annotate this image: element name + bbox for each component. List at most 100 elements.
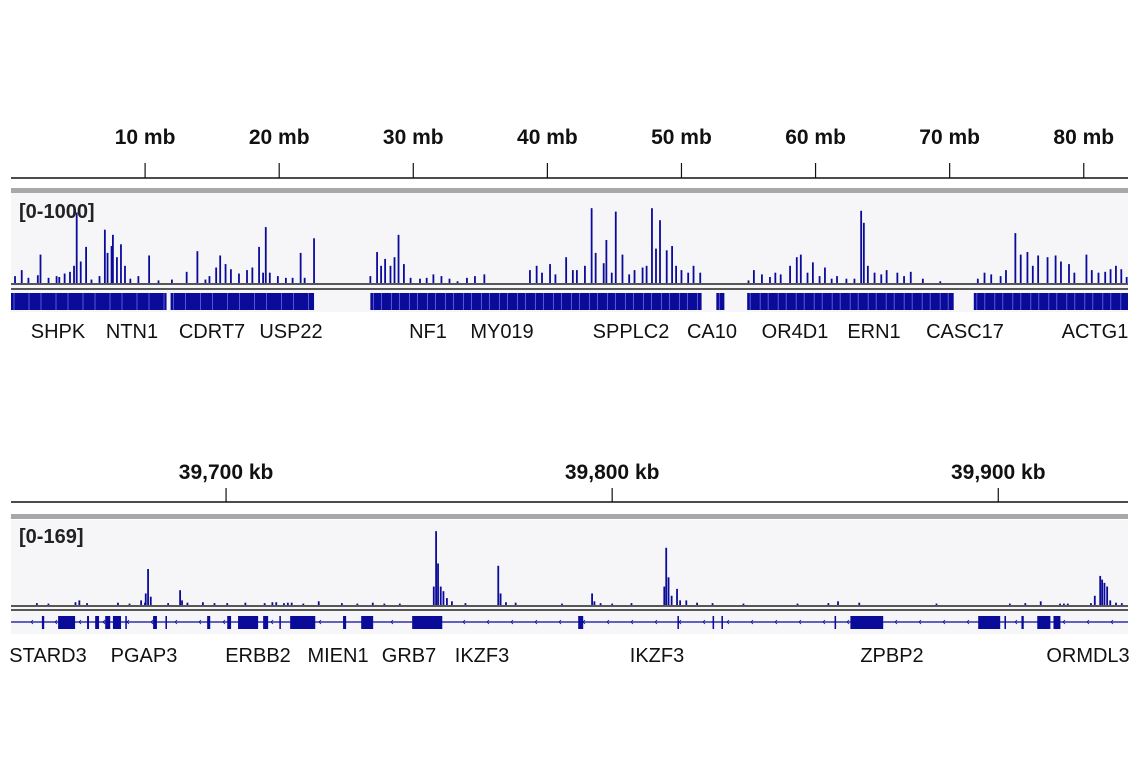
- gene-label[interactable]: CASC17: [926, 321, 1004, 343]
- gene-label[interactable]: ERBB2: [225, 645, 291, 667]
- strand-arrow-icon: [1086, 619, 1090, 625]
- gene-label[interactable]: STARD3: [9, 645, 87, 667]
- gene-label[interactable]: MIEN1: [307, 645, 369, 667]
- exon-block: [125, 616, 127, 629]
- signal-bar: [1026, 252, 1029, 283]
- signal-bar: [47, 277, 50, 283]
- exon-block: [343, 616, 347, 629]
- signal-bar: [140, 600, 143, 605]
- tick-label: 20 mb: [249, 126, 310, 149]
- gene-label[interactable]: OR4D1: [761, 321, 829, 343]
- gene-label[interactable]: MY019: [470, 321, 534, 343]
- signal-bar: [676, 588, 678, 605]
- signal-bar: [1090, 603, 1092, 605]
- signal-bar: [896, 272, 899, 283]
- signal-bar: [302, 603, 305, 605]
- signal-bar: [909, 271, 912, 283]
- data-range-label: [0-169]: [19, 526, 83, 548]
- signal-bar: [75, 212, 78, 283]
- strand-arrow-icon: [1014, 619, 1018, 625]
- strand-arrow-icon: [894, 619, 898, 625]
- signal-bar: [124, 265, 126, 283]
- signal-bar: [398, 603, 401, 605]
- gene-label[interactable]: CDRT7: [178, 321, 246, 343]
- signal-bar: [1063, 603, 1065, 605]
- signal-bar: [47, 603, 50, 605]
- strand-arrow-icon: [78, 619, 82, 625]
- signal-bar: [1066, 603, 1069, 605]
- signal-bar: [238, 273, 240, 283]
- signal-bar: [376, 252, 378, 283]
- gene-label[interactable]: NF1: [409, 321, 447, 343]
- strand-arrow-icon: [702, 619, 706, 625]
- signal-bar: [1106, 586, 1109, 605]
- signal-bar: [939, 281, 942, 283]
- gene-label[interactable]: ERN1: [847, 321, 901, 343]
- gene-label[interactable]: NTN1: [105, 321, 159, 343]
- signal-bar: [263, 603, 266, 605]
- signal-bar: [1097, 272, 1100, 283]
- strand-arrow-icon: [918, 619, 922, 625]
- gene-label[interactable]: ACTG1: [1061, 321, 1129, 343]
- signal-bar: [605, 240, 608, 283]
- signal-bar: [655, 248, 657, 283]
- signal-bar: [621, 254, 624, 283]
- signal-bar: [446, 598, 448, 605]
- gene-label[interactable]: IKZF3: [629, 645, 685, 667]
- signal-bar: [276, 276, 279, 283]
- signal-bar: [853, 278, 856, 283]
- gene-label[interactable]: SHPK: [30, 321, 86, 343]
- signal-bar: [761, 274, 763, 283]
- tick-label: 50 mb: [651, 126, 712, 149]
- signal-bar: [651, 208, 653, 283]
- gene-label[interactable]: SPPLC2: [592, 321, 670, 343]
- signal-bar: [514, 602, 517, 605]
- exon-block: [105, 616, 111, 629]
- signal-bar: [584, 265, 586, 283]
- signal-bar: [921, 278, 924, 283]
- signal-bar: [258, 246, 260, 283]
- signal-bar: [565, 257, 568, 283]
- signal-bar: [251, 267, 254, 283]
- gene-label[interactable]: GRB7: [381, 645, 437, 667]
- signal-bar: [747, 280, 750, 283]
- tick-label: 40 mb: [517, 126, 578, 149]
- signal-bar: [830, 278, 833, 283]
- gene-label[interactable]: IKZF3: [454, 645, 510, 667]
- exon-block: [279, 616, 281, 629]
- gene-label[interactable]: CA10: [686, 321, 738, 343]
- exon-block: [834, 616, 837, 629]
- signal-bar: [696, 602, 699, 605]
- signal-bar: [73, 265, 75, 283]
- signal-bar: [549, 264, 551, 283]
- strand-arrow-icon: [1062, 619, 1066, 625]
- signal-bar: [117, 602, 119, 605]
- signal-bar: [244, 602, 247, 605]
- signal-bar: [79, 261, 82, 283]
- signal-bar: [55, 276, 58, 283]
- gene-label[interactable]: ZPBP2: [860, 645, 924, 667]
- signal-bar: [554, 274, 557, 283]
- signal-bar: [20, 270, 23, 283]
- signal-bar: [86, 603, 88, 605]
- strand-arrow-icon: [798, 619, 802, 625]
- signal-bar: [860, 210, 863, 283]
- signal-bar: [1073, 272, 1076, 283]
- signal-bar: [63, 273, 66, 283]
- tick-label: 60 mb: [785, 126, 846, 149]
- signal-bar: [380, 265, 382, 283]
- signal-bar: [409, 277, 412, 283]
- signal-bar: [137, 276, 140, 283]
- exon-block: [978, 616, 1001, 629]
- gene-label[interactable]: USP22: [259, 321, 323, 343]
- signal-bar: [1104, 271, 1107, 283]
- signal-bar: [827, 603, 830, 605]
- exon-block: [41, 616, 45, 629]
- signal-bar: [103, 229, 106, 283]
- gene-density-block: [973, 293, 1128, 310]
- signal-bar: [1120, 603, 1123, 605]
- signal-bar: [752, 270, 755, 283]
- signal-bar: [393, 257, 396, 283]
- gene-label[interactable]: PGAP3: [110, 645, 178, 667]
- gene-label[interactable]: ORMDL3: [1046, 645, 1130, 667]
